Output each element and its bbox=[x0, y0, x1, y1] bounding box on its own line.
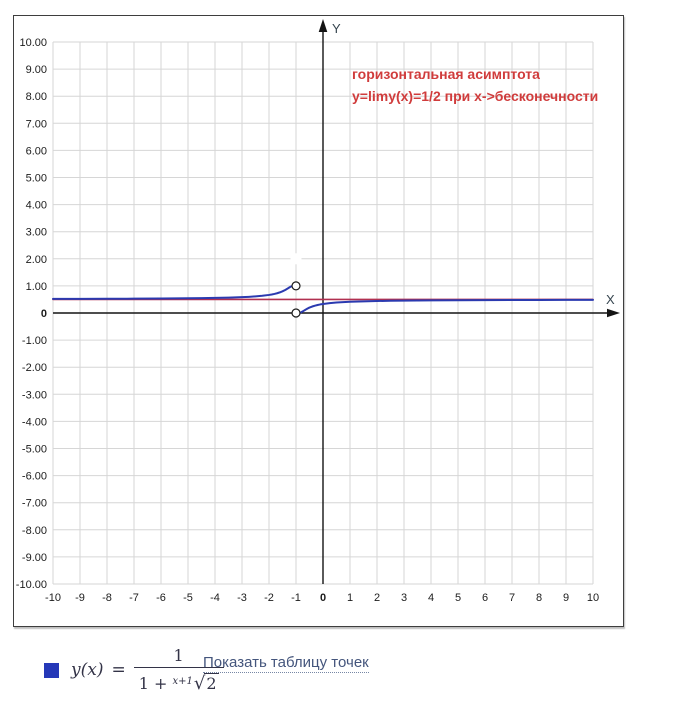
svg-text:6.00: 6.00 bbox=[26, 145, 47, 157]
formula-lhs: y(x) bbox=[71, 660, 104, 680]
svg-text:0: 0 bbox=[41, 308, 47, 320]
x-tick-labels: -10 -9 -8 -7 -6 -5 -4 -3 -2 -1 0 1 2 3 4 5 6 7 8 9 10 bbox=[45, 592, 599, 604]
svg-text:4: 4 bbox=[428, 592, 434, 604]
radical-sign-icon: √ bbox=[193, 672, 206, 694]
svg-text:5: 5 bbox=[455, 592, 461, 604]
svg-text:6: 6 bbox=[482, 592, 488, 604]
x-axis-arrow-icon bbox=[607, 308, 620, 318]
function-curve bbox=[52, 281, 594, 318]
svg-text:1.00: 1.00 bbox=[26, 281, 47, 293]
white-marker-dot bbox=[290, 253, 302, 265]
svg-text:7: 7 bbox=[509, 592, 515, 604]
svg-text:-5: -5 bbox=[183, 592, 193, 604]
formula-root-index: x+1 bbox=[172, 675, 193, 687]
y-tick-labels: 10.00 9.00 8.00 7.00 6.00 5.00 4.00 3.00 2.00 1.0… bbox=[16, 37, 47, 591]
series-color-swatch bbox=[44, 662, 59, 678]
axes bbox=[53, 30, 610, 584]
svg-text:-5.00: -5.00 bbox=[22, 444, 47, 456]
formula-numerator: 1 bbox=[173, 645, 184, 665]
formula-radicand: 2 bbox=[204, 672, 219, 693]
svg-text:-7: -7 bbox=[129, 592, 139, 604]
svg-text:8.00: 8.00 bbox=[26, 91, 47, 103]
x-axis-label: X bbox=[606, 292, 615, 307]
svg-text:1: 1 bbox=[347, 592, 353, 604]
svg-text:-4.00: -4.00 bbox=[22, 416, 47, 428]
graph-panel: X Y 10.00 9.00 8.00 7.00 6.00 5.00 4.00 3.00 2.00 1… bbox=[13, 15, 624, 627]
svg-text:-3.00: -3.00 bbox=[22, 389, 47, 401]
annotation-line2: y=limy(x)=1/2 при x->бесконечности bbox=[352, 88, 599, 104]
svg-text:-7.00: -7.00 bbox=[22, 498, 47, 510]
svg-text:-1.00: -1.00 bbox=[22, 335, 47, 347]
svg-text:3: 3 bbox=[401, 592, 407, 604]
open-point-marker bbox=[291, 308, 301, 318]
function-legend-row: y(x) = 1 1 + x+1√2 bbox=[44, 641, 224, 699]
svg-text:10.00: 10.00 bbox=[19, 37, 47, 49]
svg-text:-8: -8 bbox=[102, 592, 112, 604]
formula-equals: = bbox=[111, 660, 126, 680]
svg-text:-2: -2 bbox=[264, 592, 274, 604]
svg-text:7.00: 7.00 bbox=[26, 118, 47, 130]
svg-text:-10.00: -10.00 bbox=[16, 579, 47, 591]
svg-text:8: 8 bbox=[536, 592, 542, 604]
chart-canvas: XY10.009.008.007.006.005.004.003.002.001… bbox=[16, 19, 620, 604]
svg-text:-10: -10 bbox=[45, 592, 61, 604]
svg-text:10: 10 bbox=[587, 592, 599, 604]
formula-denominator: 1 + x+1√2 bbox=[133, 666, 224, 695]
open-point-marker bbox=[291, 281, 301, 291]
svg-text:-3: -3 bbox=[237, 592, 247, 604]
y-axis-arrow-icon bbox=[318, 19, 328, 32]
svg-text:-8.00: -8.00 bbox=[22, 525, 47, 537]
formula-fraction: 1 1 + x+1√2 bbox=[133, 645, 224, 695]
annotation-line1: горизонтальная асимптота bbox=[352, 66, 540, 82]
svg-text:-9.00: -9.00 bbox=[22, 552, 47, 564]
svg-text:9: 9 bbox=[563, 592, 569, 604]
svg-text:0: 0 bbox=[320, 592, 326, 604]
svg-text:3.00: 3.00 bbox=[26, 227, 47, 239]
svg-text:-6: -6 bbox=[156, 592, 166, 604]
svg-text:-1: -1 bbox=[291, 592, 301, 604]
svg-text:-4: -4 bbox=[210, 592, 220, 604]
svg-text:-2.00: -2.00 bbox=[22, 362, 47, 374]
y-axis-label: Y bbox=[332, 21, 341, 36]
function-formula: y(x) = 1 1 + x+1√2 bbox=[71, 646, 224, 695]
svg-text:4.00: 4.00 bbox=[26, 200, 47, 212]
svg-text:-6.00: -6.00 bbox=[22, 471, 47, 483]
show-points-table-link[interactable]: Показать таблицу точек bbox=[203, 654, 369, 673]
svg-text:2.00: 2.00 bbox=[26, 254, 47, 266]
svg-text:2: 2 bbox=[374, 592, 380, 604]
formula-den-prefix: 1 + bbox=[138, 673, 168, 693]
svg-text:5.00: 5.00 bbox=[26, 173, 47, 185]
svg-text:9.00: 9.00 bbox=[26, 64, 47, 76]
asymptote-annotation: горизонтальная асимптота y=limy(x)=1/2 п… bbox=[352, 63, 598, 107]
svg-text:-9: -9 bbox=[75, 592, 85, 604]
